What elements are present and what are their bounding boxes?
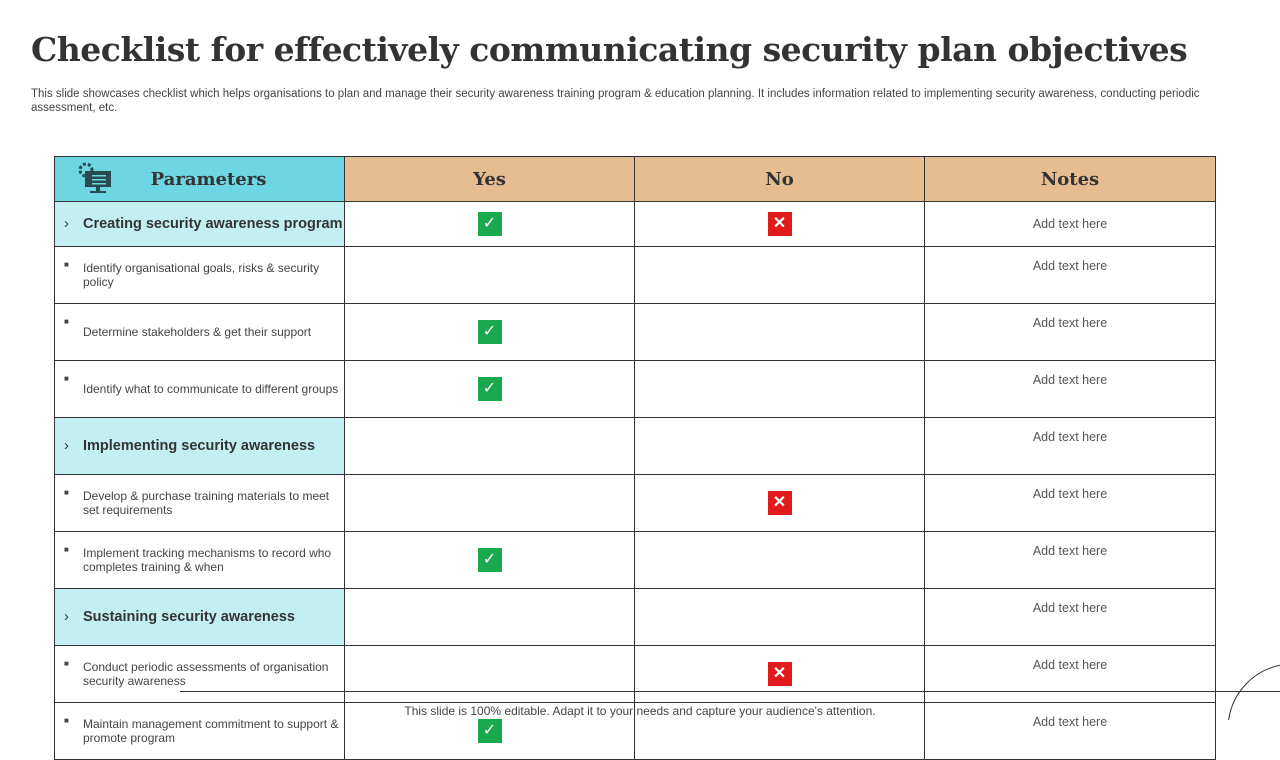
parameter-label: Sustaining security awareness	[83, 609, 295, 625]
parameter-label: Implementing security awareness	[83, 438, 316, 454]
footer-text: This slide is 100% editable. Adapt it to…	[404, 704, 876, 718]
no-cell: ✕	[634, 645, 925, 703]
parameter-cell: ■ Determine stakeholders & get their supp…	[54, 303, 345, 361]
parameter-cell: ■ Identify organisational goals, risks & …	[54, 246, 345, 304]
yes-cell: ✓	[344, 531, 635, 589]
check-icon: ✓	[477, 212, 502, 236]
header-yes: Yes	[344, 156, 635, 202]
no-cell	[634, 531, 925, 589]
table-row: ■ Implement tracking mechanisms to record…	[54, 531, 1216, 589]
notes-cell[interactable]: Add text here	[924, 645, 1216, 703]
header-parameters: Parameters	[54, 156, 345, 202]
computer-settings-icon	[78, 162, 111, 193]
no-cell	[634, 360, 925, 418]
bullet-icon: ■	[64, 545, 69, 554]
page-title: Checklist for effectively communicating …	[31, 30, 1188, 69]
check-icon: ✓	[477, 377, 502, 401]
parameter-label: Creating security awareness program	[83, 216, 343, 232]
parameter-cell: › Sustaining security awareness	[54, 588, 345, 646]
yes-cell	[344, 246, 635, 304]
parameter-cell: ■ Implement tracking mechanisms to record…	[54, 531, 345, 589]
notes-cell[interactable]: Add text here	[924, 417, 1216, 475]
bullet-icon: ■	[64, 659, 69, 668]
parameter-cell: › Implementing security awareness	[54, 417, 345, 475]
parameter-label: Develop & purchase training materials to…	[83, 489, 330, 517]
parameter-cell: › Creating security awareness program	[54, 201, 345, 247]
no-cell: ✕	[634, 201, 925, 247]
notes-cell[interactable]: Add text here	[924, 303, 1216, 361]
notes-cell[interactable]: Add text here	[924, 246, 1216, 304]
yes-cell: ✓	[344, 201, 635, 247]
section-row: › Implementing security awareness Add tex…	[54, 417, 1216, 475]
no-cell	[634, 303, 925, 361]
notes-cell[interactable]: Add text here	[924, 531, 1216, 589]
parameter-label: Identify what to communicate to differen…	[83, 382, 339, 396]
parameter-label: Conduct periodic assessments of organisa…	[83, 660, 329, 688]
bullet-icon: ■	[64, 374, 69, 383]
cross-icon: ✕	[767, 212, 792, 236]
yes-cell: ✓	[344, 360, 635, 418]
header-notes: Notes	[924, 156, 1216, 202]
notes-cell[interactable]: Add text here	[924, 474, 1216, 532]
parameter-label: Maintain management commitment to suppor…	[83, 717, 339, 745]
parameter-cell: ■ Identify what to communicate to differe…	[54, 360, 345, 418]
no-cell: ✕	[634, 474, 925, 532]
table-row: ■ Determine stakeholders & get their supp…	[54, 303, 1216, 361]
parameter-label: Identify organisational goals, risks & s…	[83, 261, 320, 289]
yes-cell	[344, 417, 635, 475]
table-row: ■ Conduct periodic assessments of organis…	[54, 645, 1216, 703]
chevron-right-icon: ›	[64, 609, 69, 625]
footer-divider	[180, 691, 1280, 692]
table-row: ■ Develop & purchase training materials t…	[54, 474, 1216, 532]
yes-cell: ✓	[344, 303, 635, 361]
table-row: ■ Identify what to communicate to differe…	[54, 360, 1216, 418]
bullet-icon: ■	[64, 488, 69, 497]
no-cell	[634, 588, 925, 646]
chevron-right-icon: ›	[64, 216, 69, 232]
subtitle: This slide showcases checklist which hel…	[31, 88, 1200, 114]
section-row: › Sustaining security awareness Add text …	[54, 588, 1216, 646]
no-cell	[634, 417, 925, 475]
notes-cell[interactable]: Add text here	[924, 588, 1216, 646]
header-no: No	[634, 156, 925, 202]
check-icon: ✓	[477, 320, 502, 344]
checklist-table: Parameters Yes No Notes › Creating securi…	[54, 156, 1216, 760]
check-icon: ✓	[477, 719, 502, 743]
yes-cell	[344, 645, 635, 703]
yes-cell	[344, 474, 635, 532]
parameter-label: Implement tracking mechanisms to record …	[83, 546, 332, 574]
section-row: › Creating security awareness program ✓ ✕…	[54, 201, 1216, 247]
bullet-icon: ■	[64, 317, 69, 326]
cross-icon: ✕	[767, 491, 792, 515]
parameter-label: Determine stakeholders & get their suppo…	[83, 325, 312, 339]
notes-cell[interactable]: Add text here	[924, 360, 1216, 418]
check-icon: ✓	[477, 548, 502, 572]
table-row: ■ Identify organisational goals, risks & …	[54, 246, 1216, 304]
chevron-right-icon: ›	[64, 438, 69, 454]
bullet-icon: ■	[64, 260, 69, 269]
no-cell	[634, 246, 925, 304]
cross-icon: ✕	[767, 662, 792, 686]
parameter-cell: ■ Develop & purchase training materials t…	[54, 474, 345, 532]
decorative-circle	[1228, 664, 1280, 720]
parameter-cell: ■ Conduct periodic assessments of organis…	[54, 645, 345, 703]
notes-cell[interactable]: Add text here	[924, 201, 1216, 247]
yes-cell	[344, 588, 635, 646]
